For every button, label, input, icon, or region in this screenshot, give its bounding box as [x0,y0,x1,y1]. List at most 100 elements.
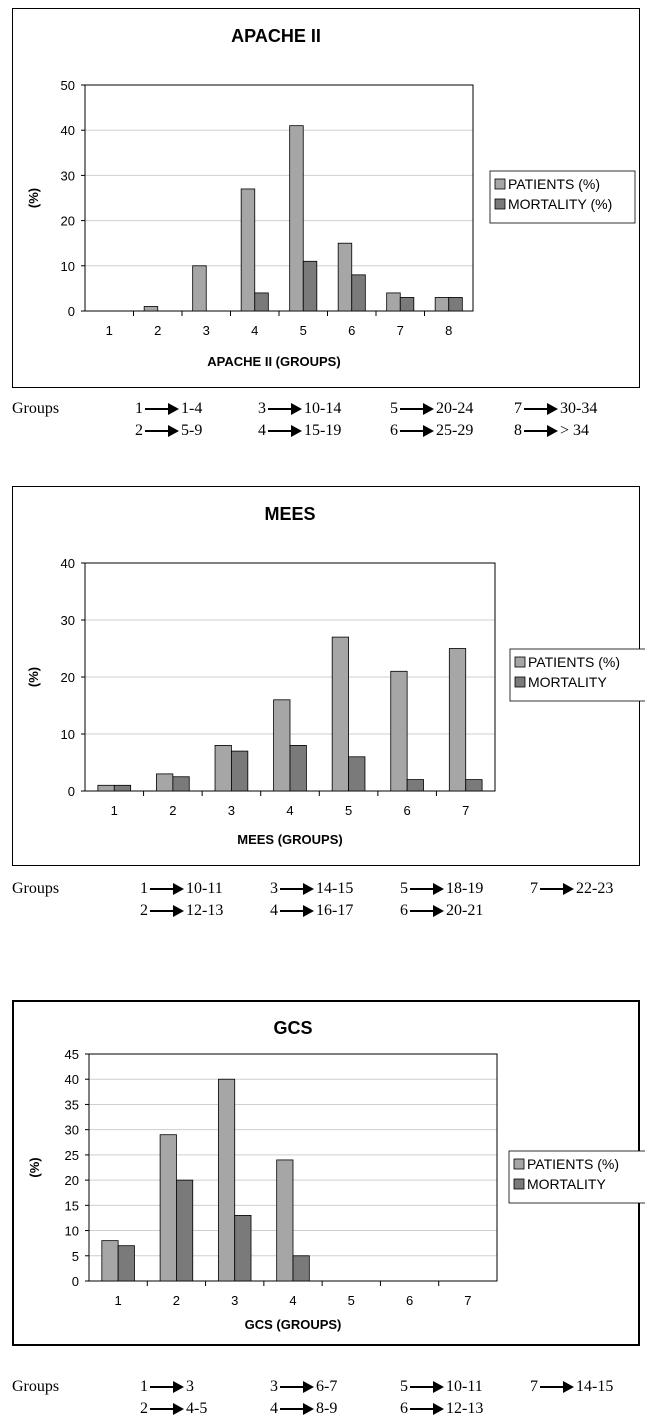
gcs-y-axis-label: (%) [27,1157,42,1177]
gcs-bar-mortality-4 [292,1255,310,1282]
gcs-groups-label: Groups [12,1378,60,1395]
apache-group-id: 8 [514,422,522,439]
apache-legend-label-mortality: MORTALITY (%) [508,196,612,212]
mees-group-range: 20-21 [446,902,484,919]
gcs-group-id: 7 [530,1378,538,1395]
apache-bar-mortality-4 [254,292,269,312]
apache-legend-label-patients: PATIENTS (%) [508,176,600,192]
apache-group-map-4: 4 15-19 [258,422,341,440]
mees-group-map-3: 3 14-15 [270,880,353,898]
arrow-right-icon [410,1381,444,1393]
arrow-right-icon [400,425,434,437]
apache-group-range: > 34 [560,422,590,439]
gcs-y-tick-label: 20 [65,1173,79,1188]
gcs-group-map-2: 2 4-5 [140,1400,207,1418]
apache-group-map-3: 3 10-14 [258,400,341,418]
arrow-right-icon [524,403,558,415]
mees-y-axis-label: (%) [26,667,41,687]
mees-group-map-7: 7 22-23 [530,880,613,898]
mees-group-range: 14-15 [316,880,354,897]
gcs-group-range: 3 [186,1378,194,1395]
mees-x-tick-label: 3 [228,803,235,818]
mees-group-range: 12-13 [186,902,224,919]
mees-groups-label: Groups [12,880,60,897]
mees-group-id: 1 [140,880,148,897]
gcs-legend-label-mortality: MORTALITY [527,1176,606,1192]
mees-bar-patients-6 [390,670,408,792]
gcs-y-tick-label: 10 [65,1224,79,1239]
apache-group-id: 4 [258,422,266,439]
arrow-right-icon [400,403,434,415]
gcs-x-tick-label: 5 [348,1293,355,1308]
gcs-y-tick-label: 45 [65,1047,79,1062]
mees-group-id: 3 [270,880,278,897]
gcs-group-id: 1 [140,1378,148,1395]
arrow-right-icon [145,425,179,437]
gcs-group-range: 8-9 [316,1400,338,1417]
apache-group-id: 3 [258,400,266,417]
apache-plot-area [84,84,474,312]
gcs-group-map-6: 6 12-13 [400,1400,483,1418]
arrow-right-icon [410,883,444,895]
mees-legend-label-patients: PATIENTS (%) [528,654,620,670]
apache-y-tick-label: 20 [61,214,75,229]
apache-y-tick-label: 40 [61,123,75,138]
mees-x-tick-label: 4 [286,803,293,818]
mees-x-tick-label: 6 [404,803,411,818]
apache-chart-frame: APACHE II 0 10 20 30 40 50 1 2 3 4 5 6 7 8 APACHE II (G… [12,8,640,388]
gcs-bar-patients-3 [217,1078,236,1282]
gcs-x-tick-label: 1 [115,1293,122,1308]
mees-chart-svg: MEES 0 10 20 30 40 1 2 3 4 5 6 7 MEES (GROUPS) (%) PATI… [26,504,645,847]
apache-group-range: 25-29 [436,422,474,439]
arrow-right-icon [540,883,574,895]
arrow-right-icon [150,883,184,895]
mees-x-tick-label: 2 [169,803,176,818]
arrow-right-icon [410,905,444,917]
apache-group-map-6: 6 25-29 [390,422,473,440]
apache-bar-patients-7 [386,292,401,312]
gcs-group-range: 10-11 [446,1378,483,1395]
gcs-legend-box [508,1150,645,1204]
gcs-chart-frame: GCS 0 5 10 15 20 25 30 35 40 45 1 2 3 4 5 6 7 GCS (GROUPS)… [12,1000,645,1346]
apache-x-tick-label: 2 [154,323,161,338]
mees-bar-mortality-5 [348,756,366,792]
mees-group-range: 16-17 [316,902,354,919]
apache-x-tick-label: 6 [348,323,355,338]
gcs-legend-swatch-patients [513,1158,525,1170]
apache-group-map-8: 8 > 34 [514,422,589,440]
gcs-legend-swatch-mortality [513,1178,525,1190]
apache-group-map-1: 1 1-4 [135,400,202,418]
gcs-bar-mortality-3 [234,1215,252,1282]
gcs-y-tick-label: 35 [65,1097,79,1112]
mees-legend-label-mortality: MORTALITY [528,674,607,690]
gcs-group-map-3: 3 6-7 [270,1378,337,1396]
mees-group-map-2: 2 12-13 [140,902,223,920]
gcs-group-map-7: 7 14-15 [530,1378,613,1396]
apache-group-range: 5-9 [181,422,203,439]
mees-group-range: 10-11 [186,880,223,897]
mees-bar-mortality-7 [465,779,483,792]
gcs-bar-patients-2 [159,1134,177,1282]
mees-bar-mortality-6 [406,779,424,792]
mees-bar-mortality-4 [289,744,307,792]
mees-group-map-4: 4 16-17 [270,902,353,920]
mees-legend-swatch-patients [514,656,526,668]
gcs-chart-title: GCS [273,1018,312,1038]
mees-y-tick-label: 30 [61,613,75,628]
mees-group-range: 22-23 [576,880,614,897]
mees-bar-patients-7 [448,648,467,792]
apache-chart-title: APACHE II [231,26,321,46]
apache-x-tick-label: 7 [397,323,404,338]
gcs-bar-mortality-1 [117,1245,135,1282]
apache-bar-mortality-6 [351,274,366,312]
gcs-y-tick-label: 25 [65,1148,79,1163]
apache-group-range: 10-14 [304,400,342,417]
apache-group-range: 1-4 [181,400,203,417]
arrow-right-icon [268,425,302,437]
gcs-group-id: 5 [400,1378,408,1395]
mees-x-tick-label: 1 [111,803,118,818]
arrow-right-icon [268,403,302,415]
gcs-group-map-4: 4 8-9 [270,1400,337,1418]
apache-y-axis-label: (%) [26,188,41,208]
